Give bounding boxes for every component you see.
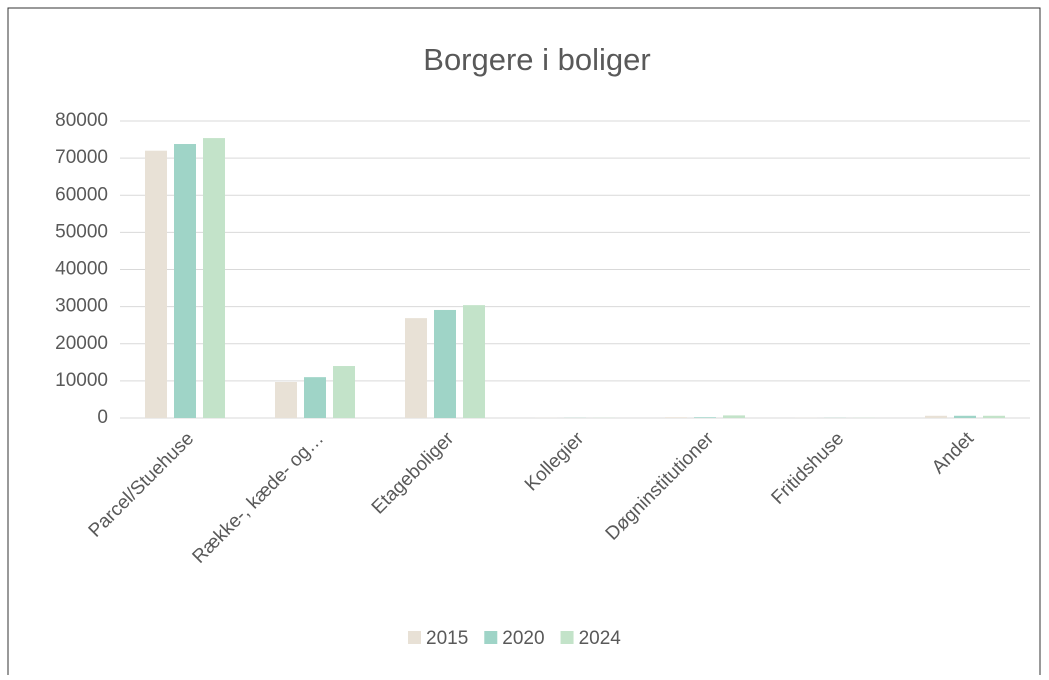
bar — [694, 417, 716, 418]
y-tick-label: 10000 — [55, 370, 108, 391]
legend-swatch — [484, 631, 497, 644]
y-tick-label: 50000 — [55, 221, 108, 242]
y-tick-label: 20000 — [55, 333, 108, 354]
chart-title: Borgere i boliger — [423, 42, 650, 77]
bar — [304, 377, 326, 418]
bar — [665, 417, 687, 418]
bar — [723, 415, 745, 418]
bar — [145, 151, 167, 418]
legend-label: 2015 — [426, 628, 468, 649]
bar — [983, 416, 1005, 418]
bar — [925, 416, 947, 418]
bar — [405, 318, 427, 418]
bar — [203, 138, 225, 418]
y-tick-label: 80000 — [55, 110, 108, 131]
bar — [434, 310, 456, 418]
y-tick-label: 70000 — [55, 147, 108, 168]
bar — [174, 144, 196, 418]
bar — [333, 366, 355, 418]
bar — [463, 305, 485, 418]
y-tick-label: 40000 — [55, 259, 108, 280]
legend-label: 2024 — [579, 628, 622, 649]
legend-swatch — [408, 631, 421, 644]
legend-swatch — [561, 631, 574, 644]
y-tick-label: 60000 — [55, 184, 108, 205]
legend-label: 2020 — [502, 628, 544, 649]
bar — [275, 382, 297, 418]
y-tick-label: 30000 — [55, 296, 108, 317]
bar — [954, 416, 976, 418]
y-tick-label: 0 — [97, 407, 108, 428]
